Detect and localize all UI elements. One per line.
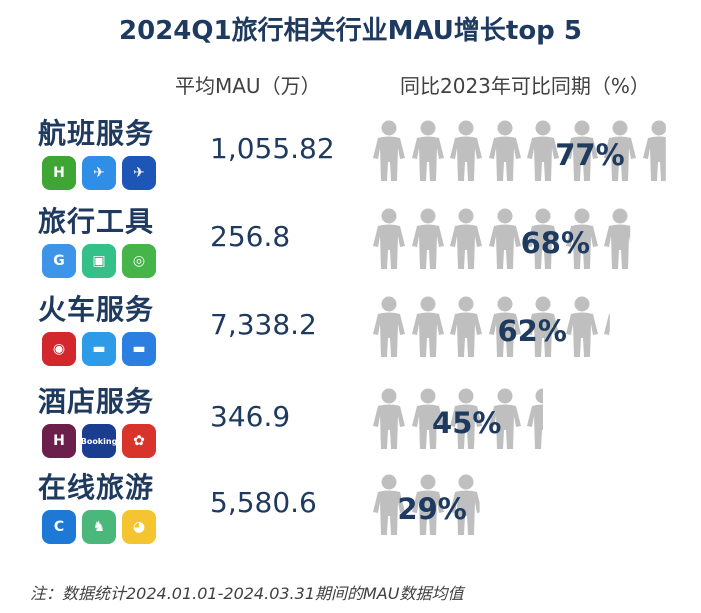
person-mark [565, 120, 598, 181]
person-mark [488, 388, 521, 449]
person-mark [411, 296, 444, 357]
person-mark [373, 474, 405, 535]
flight-app-1-icon: H [42, 156, 76, 190]
person-mark [373, 296, 405, 357]
mau-value: 256.8 [210, 220, 291, 253]
mau-value: 5,580.6 [210, 486, 317, 519]
flight-app-3-icon: ✈ [122, 156, 156, 190]
category-row: 在线旅游 C ♞ ◕ 5,580.6 29% [0, 466, 701, 556]
hotel-app-1-icon: H [42, 424, 76, 458]
ota-app-1-icon: C [42, 510, 76, 544]
travel-tool-app-3-icon: ◎ [122, 244, 156, 278]
person-mark [450, 208, 482, 269]
person-mark [527, 388, 543, 449]
category-label: 火车服务 [38, 293, 155, 326]
ota-app-3-icon: ◕ [122, 510, 156, 544]
hotel-app-3-icon: ✿ [122, 424, 156, 458]
yoy-value: 45% [432, 406, 502, 440]
growth-pictogram: 45% [372, 388, 692, 458]
person-mark [450, 474, 480, 535]
category-row: 酒店服务 H Booking ✿ 346.9 45% [0, 380, 701, 470]
mau-value: 346.9 [210, 400, 291, 433]
yoy-value: 29% [397, 492, 467, 526]
person-mark [373, 208, 405, 269]
person-mark [565, 296, 598, 357]
mau-value: 1,055.82 [210, 132, 335, 165]
travel-tool-app-2-icon: ▣ [82, 244, 116, 278]
category-row: 航班服务 H ✈ ✈ 1,055.82 77% [0, 112, 701, 202]
category-row: 旅行工具 G ▣ ◎ 256.8 68% [0, 200, 701, 290]
person-mark [488, 120, 521, 181]
person-mark [527, 296, 559, 357]
yoy-column-header: 同比2023年可比同期（%） [400, 74, 650, 98]
person-mark [527, 120, 559, 181]
growth-pictogram: 29% [372, 474, 692, 544]
person-mark [604, 208, 631, 269]
person-mark [450, 120, 482, 181]
travel-tool-app-1-icon: G [42, 244, 76, 278]
category-row: 火车服务 ◉ ▬ ▬ 7,338.2 62% [0, 288, 701, 378]
person-mark [604, 313, 610, 335]
train-app-1-icon: ◉ [42, 332, 76, 366]
footnote: 注：数据统计2024.01.01-2024.03.31期间的MAU数据均值 [30, 584, 464, 603]
person-mark [604, 120, 636, 181]
mau-value: 7,338.2 [210, 308, 317, 341]
person-mark [411, 208, 444, 269]
growth-pictogram: 68% [372, 208, 692, 278]
flight-app-2-icon: ✈ [82, 156, 116, 190]
person-mark [450, 388, 482, 449]
person-mark [488, 208, 521, 269]
person-mark [373, 388, 405, 449]
yoy-value: 77% [555, 138, 625, 172]
yoy-value: 68% [520, 226, 591, 260]
category-label: 在线旅游 [38, 471, 155, 504]
person-mark [411, 388, 444, 449]
person-mark [565, 208, 598, 269]
yoy-value: 62% [497, 314, 567, 348]
person-mark [411, 474, 444, 535]
growth-pictogram: 62% [372, 296, 692, 366]
train-app-2-icon: ▬ [82, 332, 116, 366]
ota-app-2-icon: ♞ [82, 510, 116, 544]
person-mark [450, 296, 482, 357]
booking-app-icon: Booking [82, 424, 116, 458]
train-app-3-icon: ▬ [122, 332, 156, 366]
category-label: 酒店服务 [38, 385, 155, 418]
person-mark [488, 296, 521, 357]
person-mark [411, 120, 444, 181]
growth-pictogram: 77% [372, 120, 692, 190]
chart-title: 2024Q1旅行相关行业MAU增长top 5 [119, 16, 582, 46]
person-mark [527, 208, 559, 269]
person-mark [373, 120, 405, 181]
person-mark [642, 120, 666, 181]
category-label: 航班服务 [38, 117, 155, 150]
mau-column-header: 平均MAU（万） [175, 74, 321, 98]
category-label: 旅行工具 [38, 205, 155, 238]
